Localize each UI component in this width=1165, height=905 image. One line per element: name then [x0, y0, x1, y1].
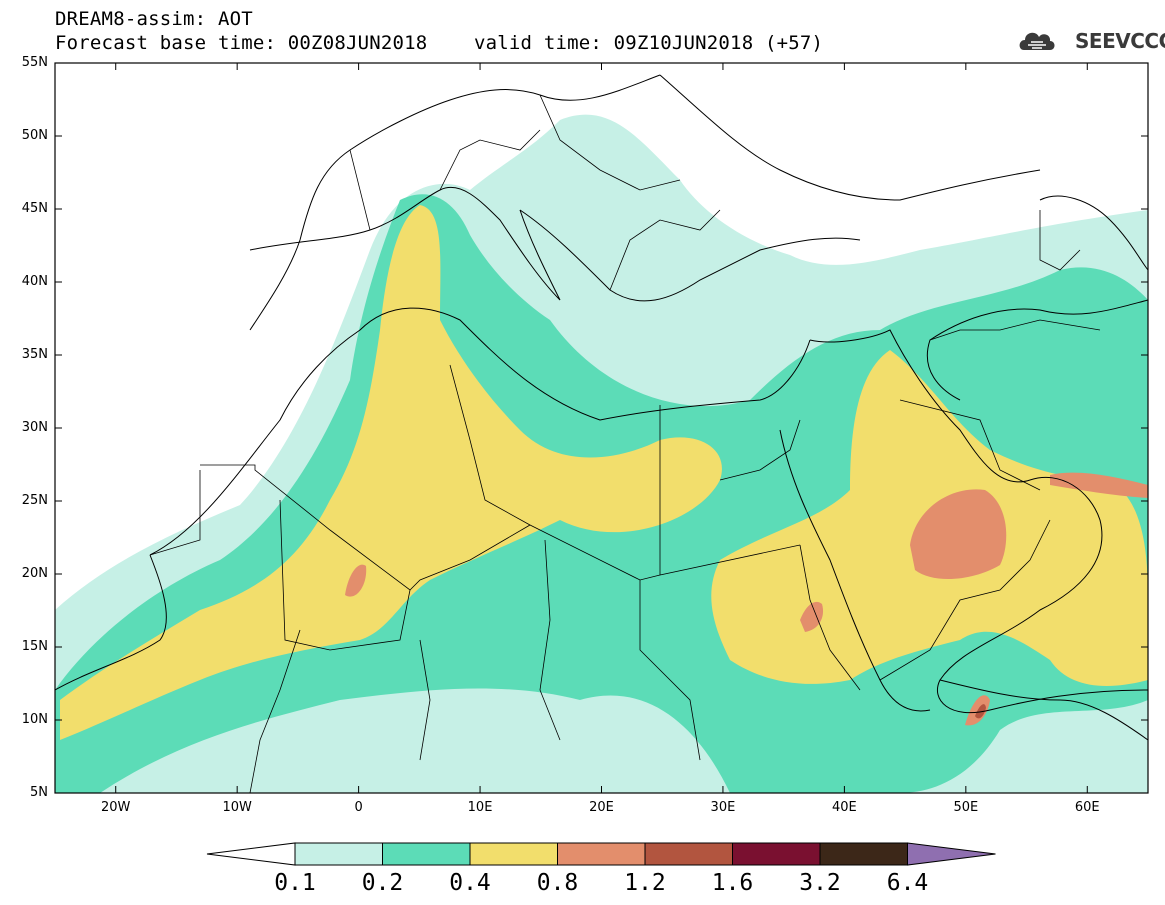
colorbar-label: 3.2	[799, 870, 841, 896]
lon-label: 20E	[589, 800, 614, 815]
colorbar-label: 1.2	[624, 870, 666, 896]
lon-label: 10W	[222, 800, 252, 815]
lat-label: 40N	[21, 274, 48, 289]
colorbar-label: 0.8	[536, 870, 579, 896]
country-borders	[149, 94, 1101, 793]
colorbar-min-arrow	[206, 842, 296, 866]
colorbar-label: 0.4	[449, 870, 491, 896]
lon-label: 10E	[467, 800, 493, 815]
lat-label: 10N	[21, 712, 48, 727]
lon-label: 40E	[831, 800, 857, 815]
colorbar-swatch	[819, 842, 908, 866]
lon-label: 30E	[710, 800, 736, 815]
colorbar-swatch	[732, 842, 821, 866]
lat-label: 20N	[21, 566, 48, 581]
colorbar-label: 0.1	[274, 870, 316, 896]
lat-label: 30N	[21, 420, 48, 435]
colorbar-label: 1.6	[711, 870, 754, 896]
lon-label: 50E	[953, 800, 979, 815]
colorbar-swatch	[294, 842, 383, 866]
aot-contour-0.8	[910, 489, 1007, 580]
colorbar-swatch	[382, 842, 471, 866]
map-subtitle: Forecast base time: 00Z08JUN2018 valid t…	[55, 32, 824, 54]
lat-label: 15N	[21, 639, 48, 654]
cloud-logo-icon	[1019, 32, 1055, 50]
lon-label: 20W	[101, 800, 131, 815]
lat-label: 5N	[30, 785, 48, 800]
colorbar-label: 6.4	[886, 870, 929, 896]
lon-label: 0	[354, 800, 363, 815]
colorbar-label: 0.2	[361, 870, 404, 896]
colorbar-swatch	[557, 842, 646, 866]
aot-contour-0.4	[60, 205, 722, 740]
lat-label: 45N	[21, 201, 48, 216]
lat-label: 25N	[21, 493, 48, 508]
colorbar-swatch	[644, 842, 733, 866]
coastlines	[55, 74, 1148, 741]
colorbar-max-arrow	[907, 842, 996, 866]
logo-text: SEEVCCC	[1075, 29, 1165, 53]
lat-label: 50N	[21, 128, 48, 143]
colorbar-swatch	[469, 842, 558, 866]
lat-label: 55N	[21, 55, 48, 70]
map-title: DREAM8-assim: AOT	[55, 8, 253, 30]
lon-label: 60E	[1074, 800, 1100, 815]
lat-label: 35N	[21, 347, 48, 362]
